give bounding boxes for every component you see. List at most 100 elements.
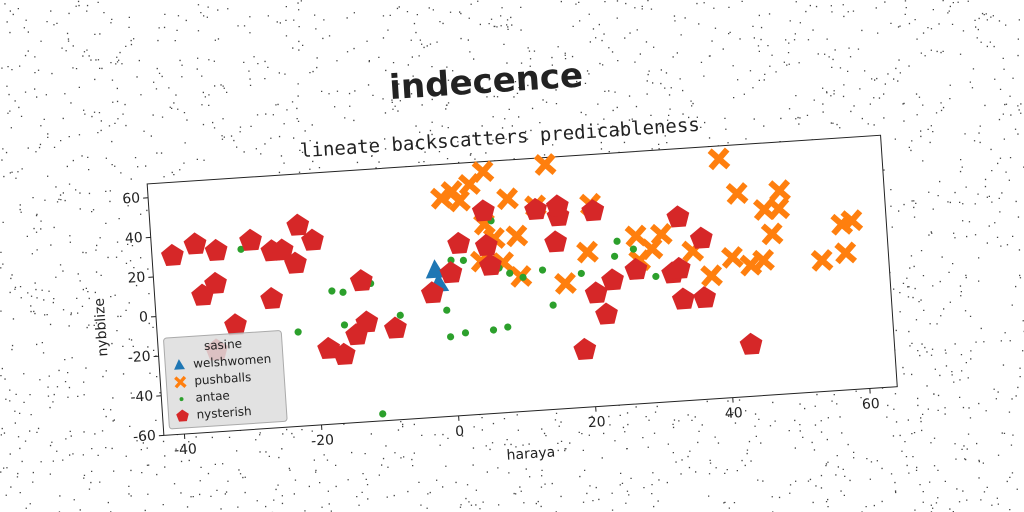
point: [611, 252, 619, 260]
y-tick-label: 20: [127, 270, 146, 287]
point: [752, 248, 775, 272]
point: [446, 333, 455, 341]
y-axis-label: nybblize: [92, 297, 112, 357]
point: [224, 313, 247, 336]
point: [595, 302, 618, 325]
point: [301, 228, 324, 251]
point: [601, 268, 624, 291]
point: [355, 310, 379, 333]
point: [768, 179, 791, 203]
point: [443, 306, 451, 314]
y-tick-label: -40: [130, 388, 154, 405]
point: [447, 231, 471, 254]
y-tick-label: 60: [122, 190, 141, 207]
point: [379, 410, 387, 418]
y-tick-label: 40: [124, 230, 143, 247]
point: [270, 238, 294, 261]
point: [471, 160, 495, 183]
point: [260, 286, 283, 310]
point: [577, 269, 585, 278]
point: [204, 271, 227, 294]
point: [671, 287, 695, 310]
point: [533, 153, 557, 176]
x-tick-label: -20: [311, 432, 335, 449]
point: [349, 269, 373, 292]
point: [576, 240, 599, 264]
point: [840, 209, 864, 233]
point: [725, 182, 749, 205]
legend-title: sasine: [203, 337, 242, 354]
point: [760, 222, 784, 246]
point: [767, 197, 791, 220]
point: [624, 257, 648, 280]
legend-box: [163, 330, 288, 430]
point: [474, 233, 498, 257]
point: [504, 323, 512, 331]
legend-marker: [179, 397, 184, 402]
point: [667, 256, 691, 280]
y-tick-label: -20: [127, 349, 151, 366]
point: [284, 251, 307, 274]
point: [191, 283, 214, 306]
point: [573, 337, 597, 360]
point: [649, 222, 673, 246]
point: [581, 199, 605, 222]
x-tick-label: 20: [587, 414, 606, 431]
point: [700, 264, 723, 288]
point: [613, 237, 621, 245]
point: [506, 269, 514, 277]
point: [739, 332, 763, 355]
point: [693, 286, 716, 309]
point: [461, 329, 470, 337]
point: [420, 281, 444, 304]
x-tick-label: 0: [455, 424, 465, 441]
point: [439, 261, 463, 284]
legend-label: antae: [195, 388, 230, 404]
point: [584, 281, 608, 304]
legend-label: pushballs: [194, 370, 252, 388]
point: [286, 213, 310, 236]
point: [489, 326, 498, 334]
point: [237, 245, 245, 253]
legend-label: nysterish: [196, 404, 252, 422]
point: [505, 224, 529, 248]
point: [294, 328, 302, 336]
plot-area: [146, 134, 898, 436]
point: [652, 272, 660, 281]
point: [430, 186, 453, 210]
x-tick-label: 60: [861, 396, 880, 413]
point: [544, 230, 567, 253]
point: [459, 256, 468, 264]
point: [496, 187, 519, 211]
point: [629, 245, 637, 253]
point: [448, 189, 471, 213]
point: [339, 288, 347, 296]
point: [479, 253, 502, 276]
point: [707, 147, 731, 171]
point: [447, 256, 455, 264]
point: [383, 316, 407, 339]
point: [549, 301, 557, 309]
x-tick-label: 40: [724, 405, 743, 422]
point: [834, 241, 858, 265]
y-tick-label: 0: [139, 309, 149, 326]
legend-marker: [174, 359, 185, 370]
point: [471, 199, 495, 222]
point: [396, 311, 404, 319]
point: [239, 228, 262, 251]
point: [332, 342, 356, 365]
point: [328, 287, 336, 295]
legend-label: welshwomen: [193, 352, 272, 371]
legend-marker: [176, 409, 189, 422]
x-tick-label: -40: [174, 441, 198, 458]
point: [519, 273, 527, 281]
point: [183, 232, 207, 255]
point: [340, 321, 349, 329]
point: [538, 266, 547, 274]
y-tick-label: -60: [133, 428, 157, 445]
point: [554, 272, 577, 295]
point: [689, 226, 713, 249]
point: [545, 194, 569, 217]
